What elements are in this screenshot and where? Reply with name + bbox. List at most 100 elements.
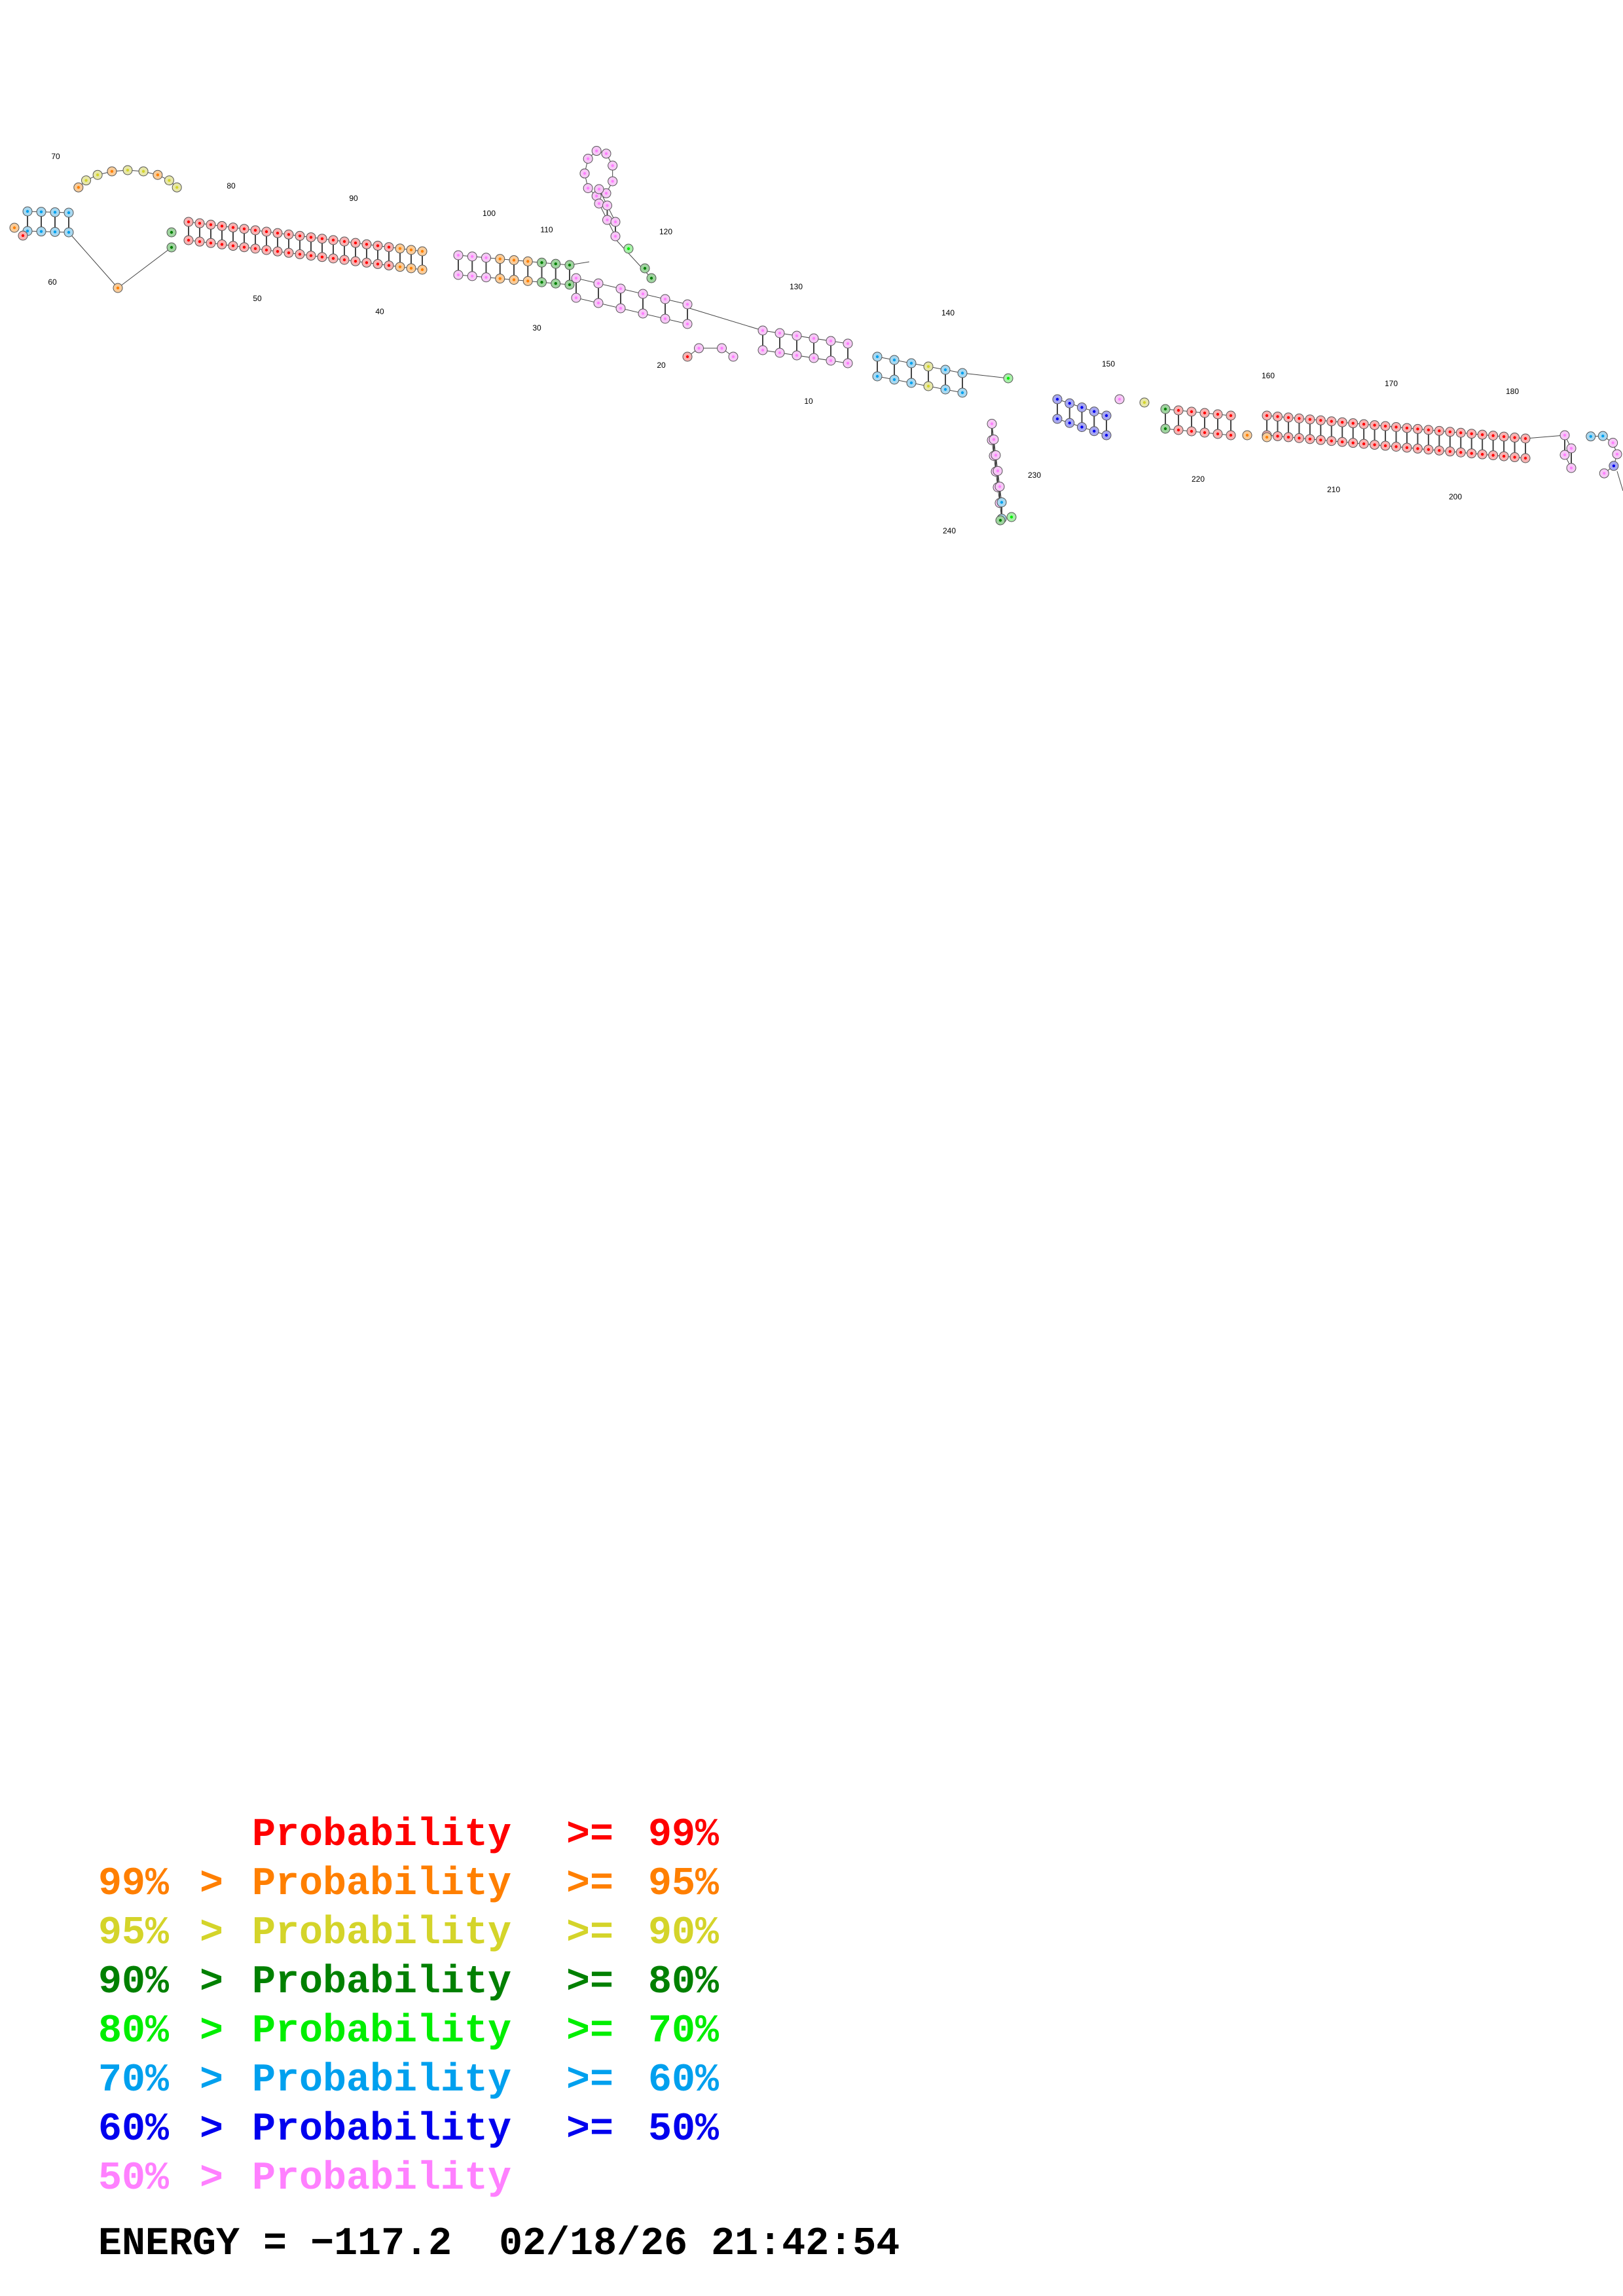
nucleotide-mark [1055, 397, 1059, 401]
nucleotide-mark [1383, 424, 1387, 428]
nucleotide-mark [596, 281, 600, 285]
nucleotide-mark [1308, 418, 1312, 422]
legend-label: Probability [252, 1862, 512, 1907]
nucleotide-mark [298, 253, 302, 256]
nucleotide-mark [187, 220, 191, 224]
nucleotide-mark [168, 179, 171, 182]
nucleotide-mark [611, 164, 614, 168]
legend-ge: >= [566, 1862, 614, 1907]
legend-high: 70% [648, 2009, 720, 2054]
position-label: 130 [790, 282, 803, 291]
legend-gt: > [200, 2009, 224, 2054]
nucleotide-mark [1308, 437, 1312, 441]
nucleotide-mark [456, 273, 460, 277]
nucleotide-mark [943, 368, 947, 372]
legend-ge: >= [566, 1911, 614, 1956]
nucleotide-mark [209, 242, 213, 245]
nucleotide-mark [376, 262, 380, 266]
position-label: 140 [941, 308, 955, 317]
nucleotide-mark [1523, 456, 1527, 460]
nucleotide-mark [484, 276, 488, 279]
nucleotide-mark [198, 240, 202, 243]
nucleotide-mark [649, 276, 653, 280]
nucleotide-mark [619, 287, 623, 291]
nucleotide-mark [641, 292, 645, 296]
nucleotide-mark [1603, 471, 1606, 475]
nucleotide-mark [875, 355, 879, 359]
nucleotide-mark [1459, 451, 1463, 454]
backbone-segment [188, 240, 423, 270]
nucleotide-mark [1480, 433, 1484, 437]
nucleotide-mark [998, 518, 1002, 522]
nucleotide-mark [1265, 435, 1269, 439]
nucleotide-mark [761, 329, 765, 332]
nucleotide-mark [1163, 407, 1167, 411]
nucleotide-mark [720, 346, 723, 350]
legend-low: 95% [98, 1911, 170, 1956]
nucleotide-mark [1470, 452, 1473, 455]
nucleotide-mark [116, 286, 120, 290]
nucleotide-mark [1383, 444, 1387, 448]
legend-high: 50% [648, 2108, 720, 2152]
nucleotide-mark [209, 223, 213, 226]
nucleotide-mark [1298, 417, 1301, 420]
nucleotide-mark [387, 264, 391, 267]
nucleotide-mark [526, 279, 530, 283]
nucleotide-mark [287, 233, 291, 236]
nucleotide-mark [992, 438, 996, 441]
nucleotide-mark [1265, 414, 1269, 418]
nucleotide-mark [1351, 441, 1355, 444]
nucleotide-mark [1118, 397, 1122, 401]
nucleotide-mark [611, 179, 614, 183]
energy-line: ENERGY = −117.2 02/18/26 21:42:54 [98, 2222, 900, 2267]
nucleotide-mark [697, 346, 701, 350]
nucleotide-mark [1611, 441, 1614, 444]
nucleotide-mark [1351, 422, 1355, 425]
nucleotide-mark [264, 248, 268, 252]
nucleotide-mark [1142, 401, 1146, 404]
legend-gt: > [200, 1911, 224, 1956]
position-label: 90 [349, 194, 358, 203]
nucleotide-mark [456, 253, 460, 257]
nucleotide-mark [1569, 446, 1573, 450]
position-label: 160 [1262, 371, 1275, 380]
position-label: 110 [540, 225, 553, 234]
nucleotide-mark [398, 247, 402, 250]
nucleotide-mark [1438, 449, 1441, 452]
nucleotide-mark [365, 243, 369, 246]
nucleotide-mark [253, 247, 257, 251]
nucleotide-mark [685, 322, 689, 326]
nucleotide-mark [1093, 429, 1096, 433]
position-labels: 10 20 30 40 50 60 70 80 90 100 110 120 130 140 150 160 1… [48, 152, 1519, 535]
nucleotide-mark [1470, 432, 1473, 435]
nucleotide-mark [1080, 406, 1084, 409]
nucleotide-mark [1176, 428, 1180, 432]
energy-timestamp: 02/18/26 21:42:54 [499, 2222, 900, 2267]
nucleotide-mark [1055, 417, 1059, 421]
nucleotide-mark [1438, 429, 1441, 433]
nucleotide-mark [1362, 422, 1366, 426]
backbone-segment [575, 297, 688, 325]
nucleotide-mark [1513, 436, 1516, 439]
nucleotide-mark [909, 381, 913, 385]
nucleotide-mark [12, 226, 16, 230]
backbone-segment [687, 307, 763, 331]
backbone-segment [27, 230, 69, 233]
nucleotide-mark [126, 168, 130, 172]
nucleotide-mark [1330, 439, 1333, 442]
nucleotide-mark [1093, 410, 1096, 413]
nucleotide-mark [990, 422, 994, 425]
nucleotide-mark [320, 237, 324, 240]
nucleotide-mark [1276, 435, 1279, 438]
legend-high: 95% [648, 1862, 720, 1907]
legend-gt: > [200, 2058, 224, 2103]
nucleotide-mark [67, 211, 71, 215]
nucleotide-mark [264, 230, 268, 234]
nucleotide-mark [1612, 464, 1616, 467]
legend-label: Probability [252, 1813, 512, 1857]
nucleotide-mark [1563, 453, 1567, 457]
nucleotide-mark [1523, 437, 1527, 440]
nucleotides [9, 146, 1622, 526]
nucleotide-mark [77, 186, 81, 189]
nucleotide-mark [1395, 425, 1398, 429]
